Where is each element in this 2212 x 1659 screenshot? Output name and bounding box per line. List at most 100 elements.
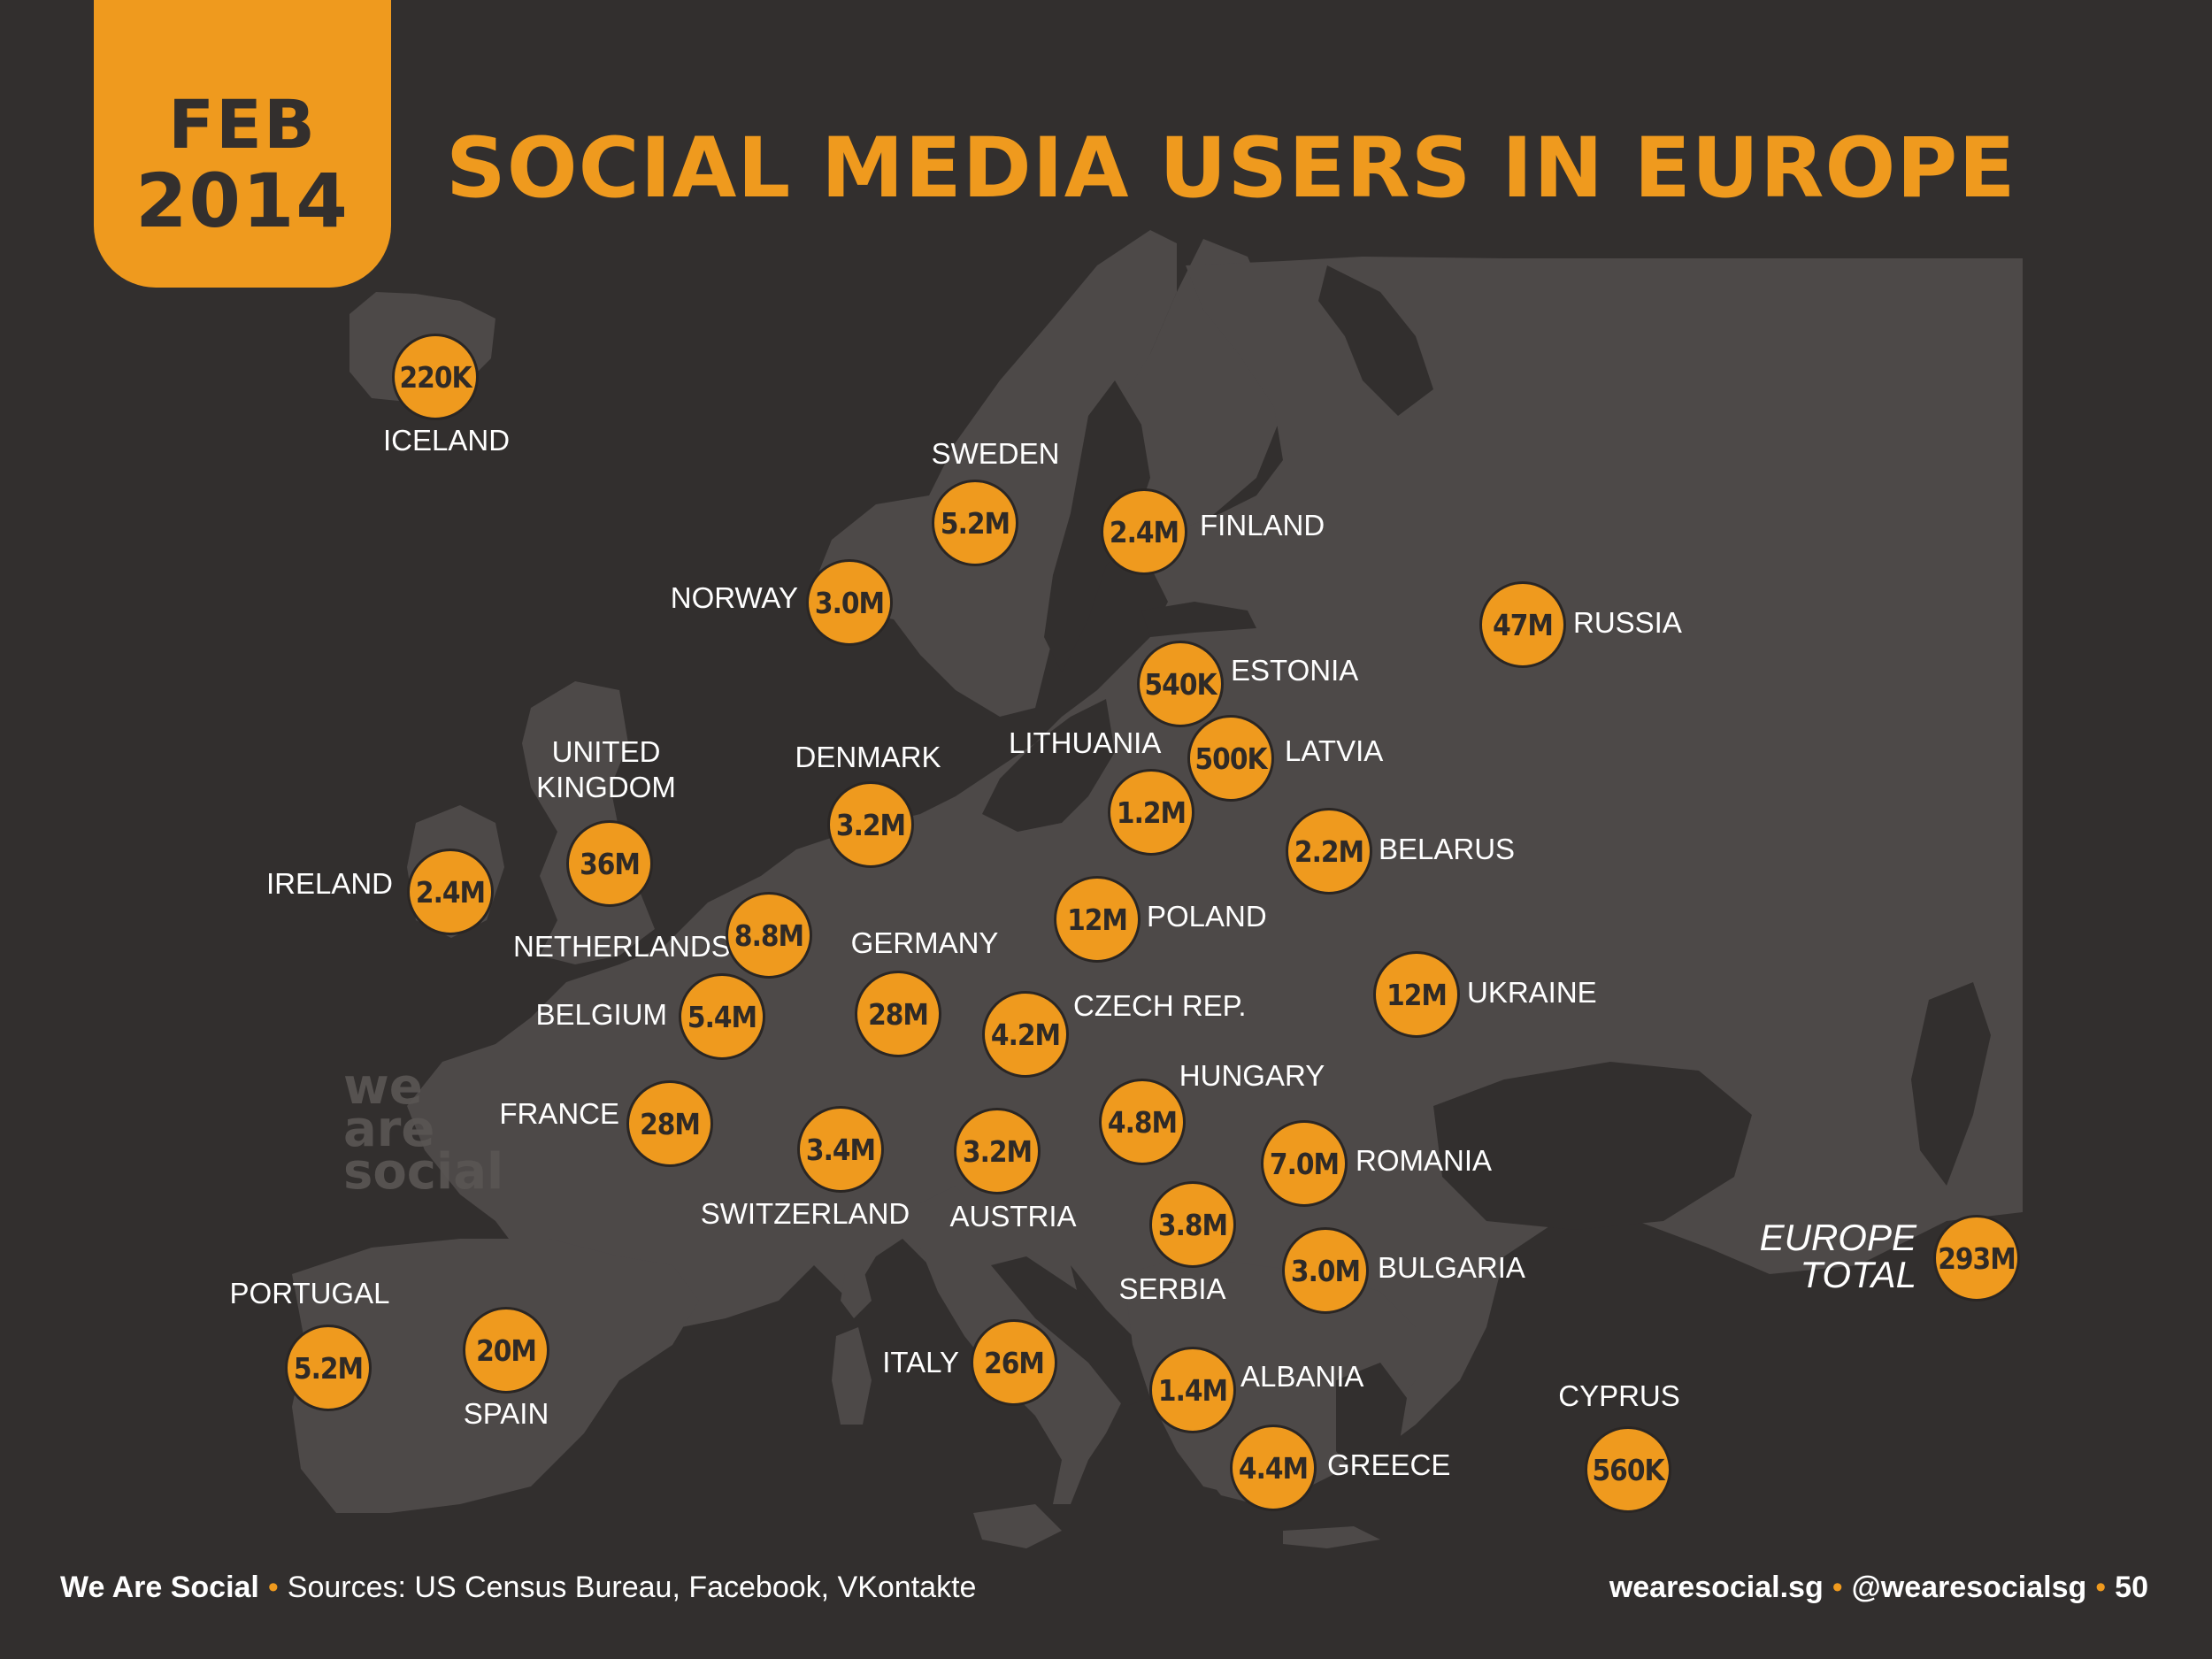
value-bubble-belarus: 2.2M xyxy=(1286,808,1372,895)
country-label-austria: AUSTRIA xyxy=(949,1200,1077,1233)
footer-website[interactable]: wearesocial.sg xyxy=(1609,1571,1824,1604)
value-bubble-russia: 47M xyxy=(1479,581,1566,668)
value-bubble-ukraine: 12M xyxy=(1373,951,1460,1038)
country-label-albania: ALBANIA xyxy=(1240,1360,1364,1393)
value-text: 1.2M xyxy=(1116,795,1187,830)
footer-handle[interactable]: @wearesocialsg xyxy=(1851,1571,2087,1604)
country-label-uk: UNITED KINGDOM xyxy=(522,734,690,805)
value-text: 36M xyxy=(580,846,641,881)
date-year: 2014 xyxy=(135,157,349,244)
country-label-spain: SPAIN xyxy=(463,1397,549,1430)
value-text: 20M xyxy=(476,1333,537,1368)
page-number: 50 xyxy=(2115,1571,2148,1604)
value-bubble-latvia: 500K xyxy=(1187,715,1274,802)
value-text: 12M xyxy=(1067,902,1128,937)
value-bubble-uk: 36M xyxy=(566,820,653,907)
footer-separator: • xyxy=(2095,1571,2107,1604)
value-bubble-belgium: 5.4M xyxy=(679,973,765,1060)
gulf-of-bothnia xyxy=(1044,380,1150,672)
gulf-of-finland xyxy=(1141,602,1256,637)
value-text: 5.2M xyxy=(293,1350,364,1386)
country-label-cyprus: CYPRUS xyxy=(1558,1379,1680,1412)
value-text: 3.8M xyxy=(1157,1207,1228,1242)
country-label-norway: NORWAY xyxy=(670,581,798,614)
value-bubble-estonia: 540K xyxy=(1137,641,1224,727)
sicily-landmass xyxy=(973,1504,1062,1548)
scandinavia-landmass xyxy=(814,230,1177,717)
value-text: 540K xyxy=(1144,666,1217,702)
country-label-poland: POLAND xyxy=(1147,900,1267,933)
country-label-latvia: LATVIA xyxy=(1285,734,1384,767)
value-bubble-switzerland: 3.4M xyxy=(797,1106,884,1193)
watermark-line: are xyxy=(343,1101,435,1158)
value-text: 1.4M xyxy=(1157,1372,1228,1408)
value-text: 5.2M xyxy=(940,505,1010,541)
value-bubble-greece: 4.4M xyxy=(1230,1425,1317,1511)
uk-landmass xyxy=(522,681,655,964)
country-label-uk-line: UNITED xyxy=(551,735,661,768)
country-label-lithuania: LITHUANIA xyxy=(1009,726,1162,759)
land-masses xyxy=(292,230,2023,1548)
country-label-france: FRANCE xyxy=(499,1097,619,1130)
value-text: 4.8M xyxy=(1107,1104,1178,1140)
country-label-greece: GREECE xyxy=(1327,1448,1451,1481)
country-label-hungary: HUNGARY xyxy=(1179,1059,1325,1092)
value-bubble-hungary: 4.8M xyxy=(1099,1079,1186,1165)
country-label-iceland: ICELAND xyxy=(383,424,511,457)
black-sea xyxy=(1433,1062,1752,1230)
value-text: 8.8M xyxy=(733,918,804,953)
country-label-netherlands: NETHERLANDS xyxy=(513,930,731,963)
country-label-czech: CZECH REP. xyxy=(1073,989,1247,1022)
value-text: 4.4M xyxy=(1238,1450,1309,1486)
value-text: 560K xyxy=(1592,1452,1665,1487)
country-label-romania: ROMANIA xyxy=(1356,1144,1493,1177)
footer-brand: We Are Social xyxy=(60,1571,259,1604)
country-label-germany: GERMANY xyxy=(850,926,999,959)
value-text: 500K xyxy=(1194,741,1268,776)
caspian-sea xyxy=(1911,982,1991,1186)
value-text: 3.2M xyxy=(835,807,906,842)
value-bubble-albania: 1.4M xyxy=(1149,1347,1236,1433)
aegean-sea xyxy=(1336,1363,1407,1486)
value-bubble-serbia: 3.8M xyxy=(1149,1181,1236,1268)
value-text: 7.0M xyxy=(1269,1146,1340,1181)
country-label-ireland: IRELAND xyxy=(265,867,393,900)
value-text: 5.4M xyxy=(687,999,757,1034)
date-badge: FEB 2014 xyxy=(94,0,391,288)
adriatic-sea xyxy=(991,1256,1150,1407)
value-text: 12M xyxy=(1386,977,1448,1012)
country-label-belarus: BELARUS xyxy=(1379,833,1516,865)
value-bubble-france: 28M xyxy=(626,1080,713,1167)
value-text: 2.4M xyxy=(1109,514,1179,549)
value-text: 47M xyxy=(1493,607,1554,642)
baltic-sea xyxy=(982,699,1115,832)
country-label-portugal: PORTUGAL xyxy=(229,1277,390,1310)
europe-total-label-line: TOTAL xyxy=(1800,1254,1916,1295)
value-bubble-czech: 4.2M xyxy=(982,991,1069,1078)
value-bubble-spain: 20M xyxy=(463,1307,549,1394)
value-bubble-germany: 28M xyxy=(855,971,941,1057)
country-label-italy: ITALY xyxy=(882,1346,959,1379)
country-label-belgium: BELGIUM xyxy=(535,998,667,1031)
seas xyxy=(982,265,1991,1486)
sardinia-landmass xyxy=(832,1327,872,1425)
value-bubble-netherlands: 8.8M xyxy=(726,892,812,979)
footer-right: wearesocial.sg • @wearesocialsg • 50 xyxy=(1609,1571,2148,1605)
value-bubble-romania: 7.0M xyxy=(1261,1120,1348,1207)
footer-separator: • xyxy=(267,1571,279,1604)
country-label-estonia: ESTONIA xyxy=(1231,654,1359,687)
value-bubble-portugal: 5.2M xyxy=(285,1325,372,1411)
footer-sources: Sources: US Census Bureau, Facebook, VKo… xyxy=(287,1571,977,1604)
country-label-finland: FINLAND xyxy=(1200,509,1325,541)
value-text: 3.0M xyxy=(1290,1253,1361,1288)
europe-total-bubble: 293M xyxy=(1933,1215,2020,1302)
value-text: 2.4M xyxy=(415,874,486,910)
value-bubble-bulgaria: 3.0M xyxy=(1282,1227,1369,1314)
value-bubble-italy: 26M xyxy=(971,1319,1057,1406)
value-text: 28M xyxy=(640,1106,701,1141)
value-text: 2.2M xyxy=(1294,833,1364,869)
date-month: FEB xyxy=(168,85,317,164)
country-label-uk-line: KINGDOM xyxy=(536,771,676,803)
country-label-bulgaria: BULGARIA xyxy=(1378,1251,1525,1284)
